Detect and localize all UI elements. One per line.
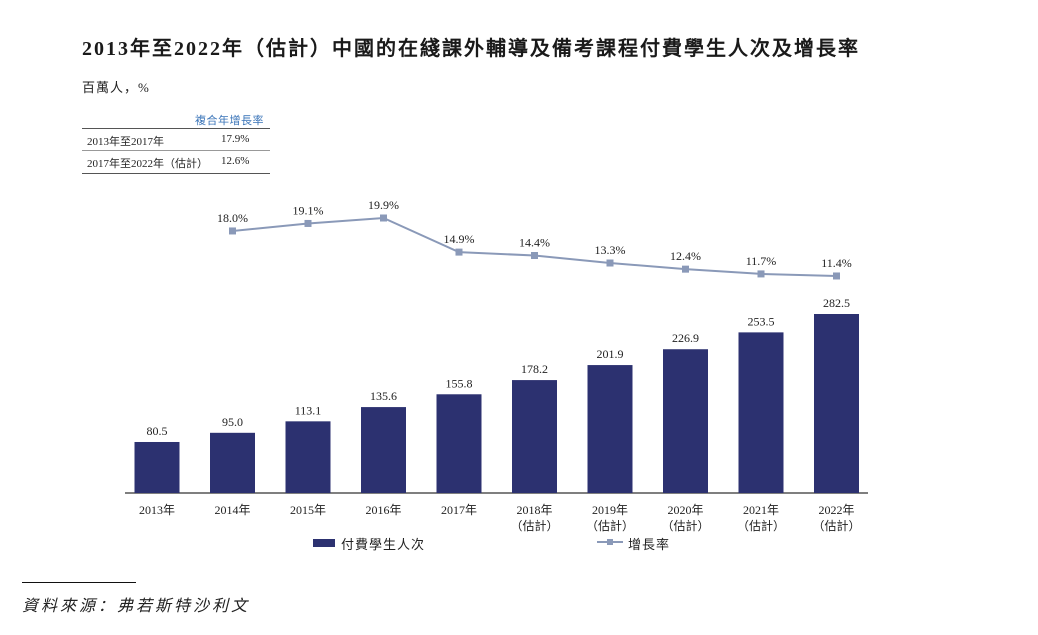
growth-rate-marker [380, 214, 387, 222]
cagr-row: 2017年至2022年（估計） 12.6% [82, 155, 270, 171]
bar [814, 314, 859, 493]
cagr-header: 複合年增長率 [195, 115, 264, 127]
bar [738, 332, 784, 493]
growth-rate-label: 18.0% [217, 211, 248, 225]
combo-chart: 80.5 95.0 113.1 135.6 155.8 178.2 201.9 226.9 25… [125, 198, 868, 533]
cagr-value: 17.9% [221, 133, 250, 145]
bar-value-label: 201.9 [597, 347, 624, 361]
bar-value-label: 113.1 [295, 403, 322, 417]
x-tick-sublabel: （估計） [586, 518, 634, 533]
legend-label: 增長率 [628, 537, 671, 552]
x-tick-sublabel: （估計） [661, 518, 709, 533]
bar [587, 365, 633, 493]
bar [285, 421, 331, 493]
growth-rate-label: 19.9% [368, 198, 399, 212]
bar [663, 349, 708, 493]
x-tick-sublabel: （估計） [812, 518, 860, 533]
growth-rate-label: 11.4% [821, 256, 852, 270]
x-tick-label: 2020年 [667, 503, 703, 517]
x-tick-label: 2013年 [139, 503, 175, 517]
source-divider [22, 582, 136, 583]
growth-rate-label: 12.4% [670, 249, 701, 263]
growth-rate-label: 13.3% [595, 243, 626, 257]
growth-rate-marker [531, 252, 538, 260]
cagr-period: 2013年至2017年 [87, 136, 164, 148]
x-tick-sublabel: （估計） [510, 518, 558, 533]
source-note: 資料來源：弗若斯特沙利文 [22, 598, 251, 615]
cagr-value: 12.6% [221, 155, 250, 167]
x-tick-label: 2019年 [592, 503, 628, 517]
bar [134, 441, 180, 493]
cagr-divider [82, 173, 270, 174]
bar-value-label: 282.5 [823, 296, 850, 310]
x-tick-label: 2015年 [290, 503, 326, 517]
x-tick-label: 2022年 [818, 503, 854, 517]
cagr-period: 2017年至2022年（估計） [87, 158, 208, 170]
cagr-row: 2013年至2017年 17.9% [82, 133, 270, 149]
bar-value-label: 253.5 [748, 314, 775, 328]
legend-label: 付費學生人次 [341, 537, 426, 552]
x-tick-label: 2018年 [516, 503, 552, 517]
bar [512, 380, 557, 493]
x-tick-label: 2014年 [214, 503, 250, 517]
growth-rate-marker [833, 272, 840, 280]
cagr-divider [82, 128, 270, 129]
growth-rate-label: 14.4% [519, 236, 550, 250]
bar [361, 407, 406, 493]
bar-value-label: 226.9 [672, 331, 699, 345]
x-tick-label: 2017年 [441, 503, 477, 517]
growth-rate-label: 11.7% [746, 254, 777, 268]
x-tick-sublabel: （估計） [737, 518, 785, 533]
growth-rate-marker [757, 270, 765, 278]
growth-rate-marker [682, 265, 689, 273]
legend-square-marker-icon [607, 539, 613, 545]
bar-value-label: 135.6 [370, 389, 397, 403]
cagr-table: 複合年增長率 2013年至2017年 17.9% 2017年至2022年（估計）… [82, 110, 270, 176]
bar-value-label: 80.5 [147, 424, 168, 438]
bar-value-label: 95.0 [222, 415, 243, 429]
bar-value-label: 178.2 [521, 362, 548, 376]
x-tick-label: 2021年 [743, 503, 779, 517]
growth-rate-marker [304, 219, 312, 227]
bar [210, 432, 255, 493]
x-tick-label: 2016年 [365, 503, 401, 517]
cagr-divider [82, 150, 270, 151]
chart-title: 2013年至2022年（估計）中國的在綫課外輔導及備考課程付費學生人次及增長率 [82, 38, 860, 60]
growth-rate-label: 14.9% [444, 232, 475, 246]
bar-value-label: 155.8 [446, 376, 473, 390]
growth-rate-label: 19.1% [293, 203, 324, 217]
legend-bar-swatch [313, 539, 335, 547]
unit-label: 百萬人，% [82, 80, 150, 95]
growth-rate-marker [455, 248, 463, 256]
bar [436, 394, 482, 493]
growth-rate-marker [229, 227, 236, 235]
growth-rate-marker [606, 259, 614, 267]
